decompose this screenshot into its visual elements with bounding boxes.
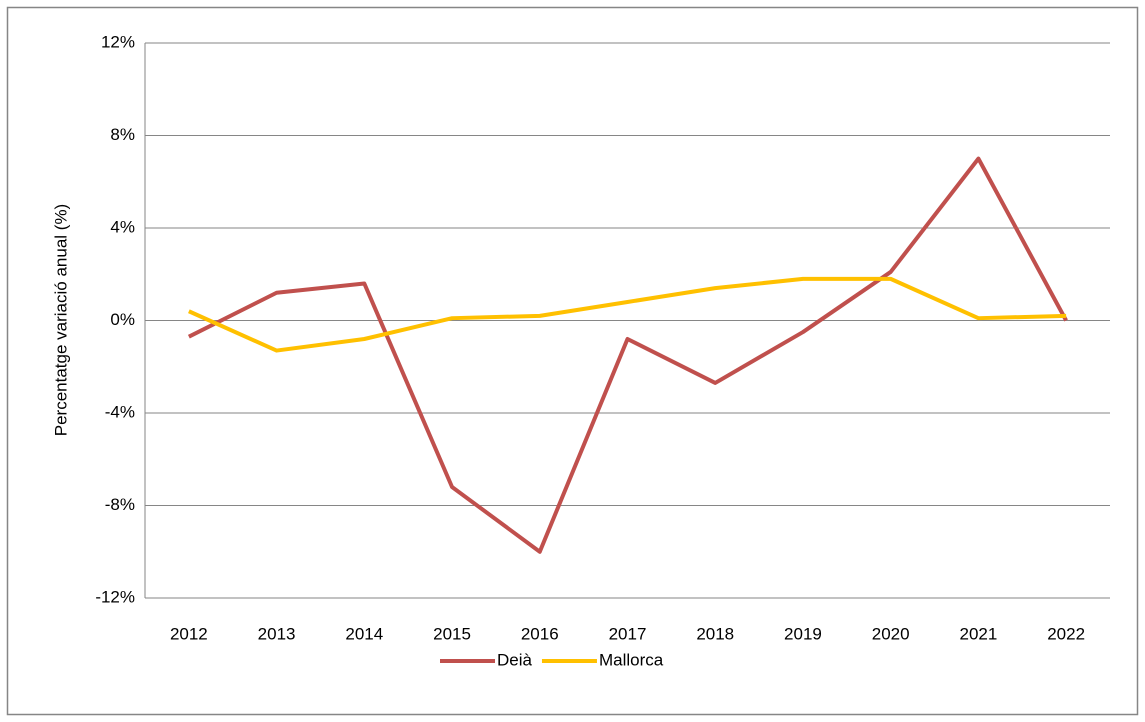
- chart-frame: [6, 6, 1139, 716]
- x-tick-label: 2017: [609, 624, 647, 643]
- x-tick-label: 2013: [258, 624, 296, 643]
- x-tick-label: 2016: [521, 624, 559, 643]
- y-tick-label: -8%: [105, 495, 135, 514]
- x-tick-label: 2015: [433, 624, 471, 643]
- y-axis-label: Percentatge variació anual (%): [51, 204, 70, 436]
- data-line: [187, 156, 1068, 554]
- y-tick-label: -4%: [105, 402, 135, 421]
- legend-label: Deià: [497, 650, 533, 669]
- x-tick-label: 2019: [784, 624, 822, 643]
- x-tick-label: 2020: [872, 624, 910, 643]
- data-line: [188, 276, 1067, 353]
- x-tick-label: 2018: [696, 624, 734, 643]
- y-tick-label: 4%: [110, 217, 135, 236]
- y-tick-label: -12%: [95, 587, 135, 606]
- x-tick-label: 2012: [170, 624, 208, 643]
- y-tick-label: 8%: [110, 125, 135, 144]
- y-tick-label: 0%: [110, 310, 135, 329]
- y-tick-label: 12%: [101, 32, 135, 51]
- x-tick-label: 2014: [345, 624, 383, 643]
- x-tick-label: 2022: [1047, 624, 1085, 643]
- legend-label: Mallorca: [599, 650, 664, 669]
- x-tick-label: 2021: [959, 624, 997, 643]
